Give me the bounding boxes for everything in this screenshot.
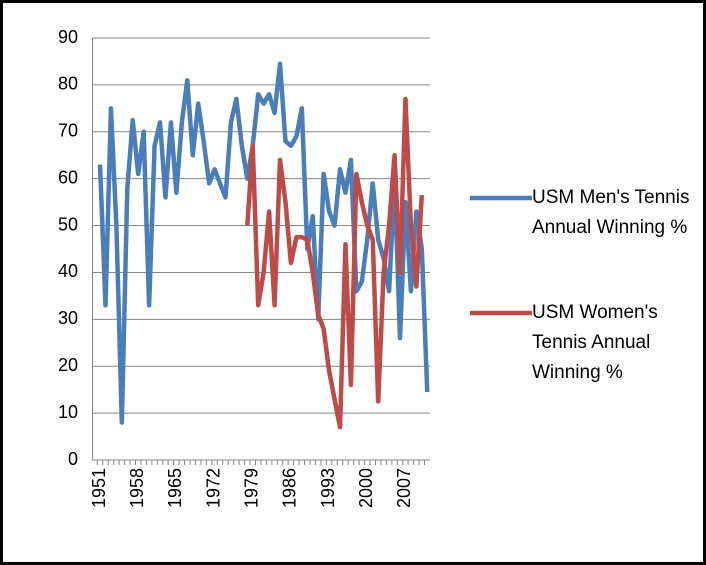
x-tick-label: 1951 <box>89 468 109 508</box>
y-tick-label: 80 <box>58 74 78 94</box>
y-tick-label: 50 <box>58 214 78 234</box>
y-tick-label: 20 <box>58 355 78 375</box>
x-tick-label: 2000 <box>356 468 376 508</box>
x-tick-label: 1965 <box>165 468 185 508</box>
y-tick-label: 60 <box>58 167 78 187</box>
x-tick-label: 1972 <box>203 468 223 508</box>
y-tick-label: 0 <box>68 449 78 469</box>
y-tick-label: 10 <box>58 402 78 422</box>
x-tick-label: 1958 <box>127 468 147 508</box>
x-tick-label: 1986 <box>280 468 300 508</box>
y-tick-label: 70 <box>58 121 78 141</box>
x-tick-label: 2007 <box>394 468 414 508</box>
y-tick-label: 90 <box>58 27 78 47</box>
legend-label: USM Men's Tennis Annual Winning % <box>532 187 690 238</box>
series-line <box>97 61 430 425</box>
y-tick-label: 40 <box>58 261 78 281</box>
series-line <box>245 96 425 430</box>
x-tick-label: 1993 <box>318 468 338 508</box>
x-tick-label: 1979 <box>241 468 261 508</box>
legend-label: USM Women's Tennis Annual Winning % <box>532 302 658 383</box>
y-tick-label: 30 <box>58 308 78 328</box>
